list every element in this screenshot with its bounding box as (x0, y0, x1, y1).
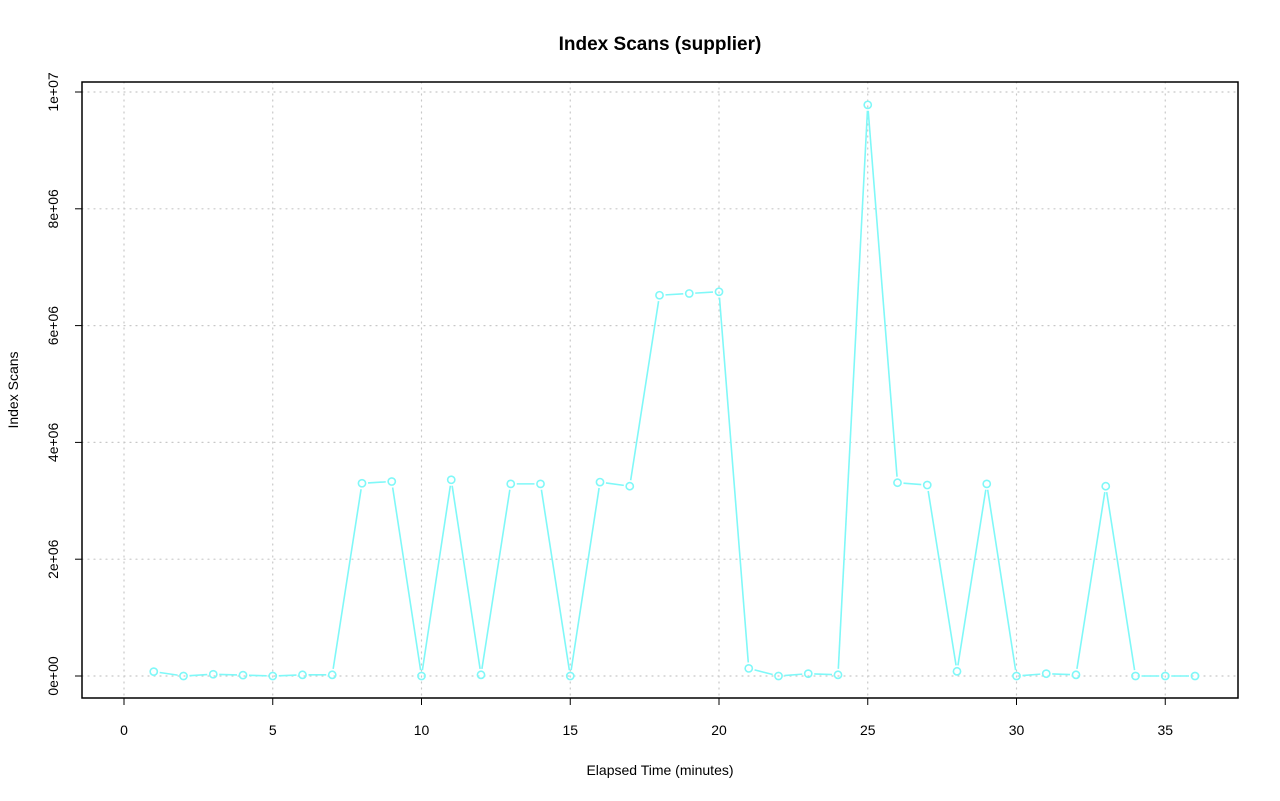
series-line-segment (957, 489, 987, 666)
y-tick-label: 2e+06 (45, 539, 61, 579)
series-line-segment (1076, 492, 1106, 670)
data-point (179, 671, 188, 681)
series-line-segment (278, 674, 297, 677)
data-point (1101, 481, 1111, 491)
x-tick-label: 5 (269, 722, 277, 738)
data-point (1190, 671, 1200, 681)
x-tick-label: 10 (414, 722, 430, 738)
data-point (1131, 671, 1140, 681)
series-line-segment (814, 673, 833, 676)
data-point (714, 287, 724, 297)
y-tick-label: 1e+07 (45, 72, 61, 112)
data-point (268, 671, 278, 681)
series-line-segment (837, 110, 869, 669)
series-line-segment (391, 487, 422, 671)
data-point (417, 671, 426, 681)
series-line-segment (605, 482, 624, 487)
data-point (208, 669, 218, 679)
series-line-segment (927, 490, 957, 666)
chart-title: Index Scans (supplier) (559, 34, 762, 55)
data-point (863, 100, 873, 110)
series-line-segment (867, 110, 898, 477)
data-point (744, 664, 754, 673)
data-point (1041, 669, 1051, 679)
data-point (506, 479, 516, 489)
data-point (833, 670, 843, 680)
series-line-segment (540, 489, 571, 671)
data-point (1071, 670, 1081, 680)
x-tick-label: 35 (1157, 722, 1173, 738)
data-point (446, 475, 456, 485)
series-line-segment (248, 674, 267, 677)
y-tick-label: 4e+06 (45, 423, 61, 463)
series-line-segment (784, 673, 803, 677)
data-point (952, 666, 962, 676)
data-point (387, 477, 397, 486)
y-tick-label: 6e+06 (45, 306, 61, 346)
data-point (357, 478, 367, 488)
series-line-segment (1105, 492, 1136, 671)
series-line-segment (718, 297, 750, 663)
y-axis-label: Index Scans (5, 351, 21, 428)
series-line-segment (665, 293, 684, 296)
x-tick-label: 0 (120, 722, 128, 738)
data-point (982, 479, 992, 489)
series-line-segment (570, 487, 600, 671)
data-point (803, 669, 813, 679)
data-point (684, 289, 694, 298)
data-point (238, 670, 248, 680)
series-line-segment (451, 485, 481, 670)
series-line-segment (481, 489, 511, 670)
data-point (774, 671, 783, 681)
series-line-segment (332, 489, 362, 670)
data-point (327, 670, 337, 680)
data-point (595, 477, 605, 487)
data-point (1012, 671, 1021, 681)
series-line-segment (159, 671, 178, 676)
series-line-segment (189, 673, 208, 677)
grid-lines (81, 81, 1239, 699)
data-point (655, 290, 664, 300)
y-tick-label: 0e+00 (45, 656, 61, 696)
data-point (922, 480, 932, 490)
x-tick-label: 15 (562, 722, 578, 738)
data-point (298, 670, 307, 680)
data-point (476, 670, 486, 680)
data-point (893, 478, 902, 488)
y-tick-label: 8e+06 (45, 189, 61, 229)
axes: 0 5 10 15 20 25 30 35 0e+00 2e+06 4e+06 6e+06 8e+06 1… (45, 72, 1173, 738)
series-line-segment (421, 485, 452, 671)
series-line-segment (986, 489, 1017, 671)
series-line-segment (695, 291, 714, 294)
x-tick-label: 30 (1009, 722, 1025, 738)
plot-frame (81, 81, 1239, 699)
series-line-segment (1052, 673, 1071, 676)
data-point (1160, 671, 1170, 681)
data-point (565, 671, 575, 681)
series-line-segment (1022, 673, 1041, 677)
x-tick-label: 20 (711, 722, 727, 738)
data-point (625, 481, 635, 491)
series-line-segment (754, 669, 773, 676)
series-line-segment (903, 482, 922, 486)
series-line-segment (629, 301, 660, 481)
series-line-segment (367, 481, 386, 484)
x-axis-label: Elapsed Time (minutes) (586, 762, 733, 778)
x-tick-label: 25 (860, 722, 876, 738)
data-point (149, 667, 159, 677)
series-line-segment (219, 673, 238, 676)
series-layer (149, 100, 1200, 681)
data-point (536, 479, 545, 489)
